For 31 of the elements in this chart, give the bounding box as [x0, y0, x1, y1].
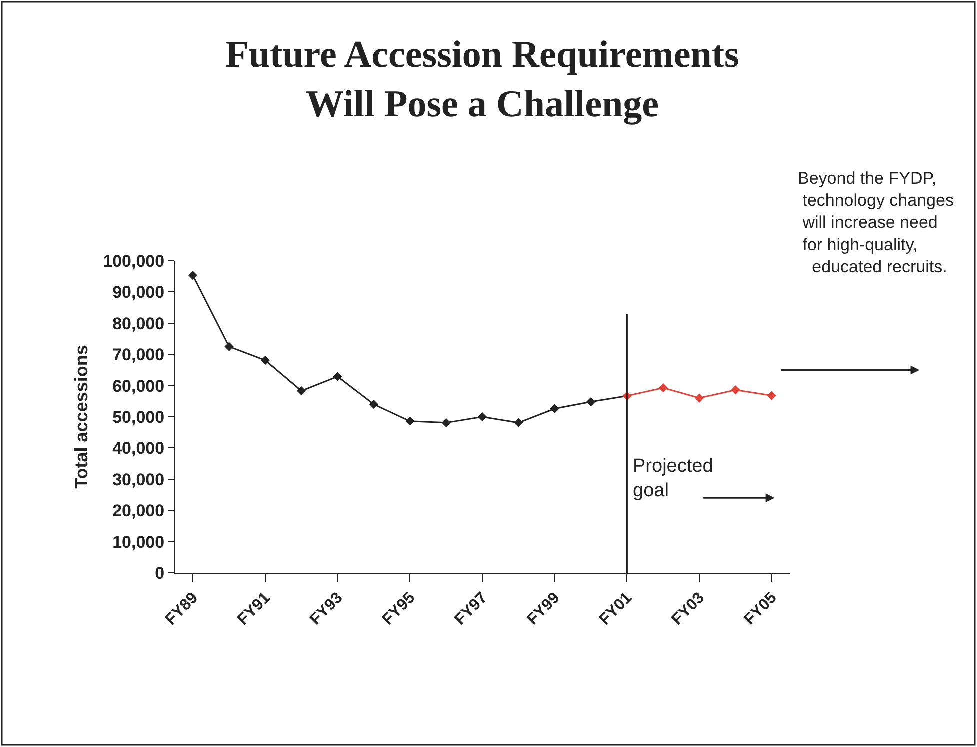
text: Beyond the FYDP, technology changes will increase need for high-quality, educated recruits. — [798, 169, 954, 276]
point — [188, 271, 198, 280]
chart-title: Future Accession Requirements Will Pose a Challenge — [226, 34, 740, 126]
point — [586, 397, 596, 407]
y-tick-label: 50,000 — [112, 408, 165, 427]
point — [731, 386, 740, 395]
y-tick-label: 0 — [155, 564, 165, 583]
point — [333, 372, 342, 382]
point — [695, 394, 704, 403]
y-tick-label: 40,000 — [112, 439, 165, 458]
y-tick-label: 60,000 — [112, 376, 165, 396]
y-axis-title: Total accessions — [71, 345, 92, 489]
point — [442, 418, 451, 428]
point — [260, 356, 270, 366]
y-tick-label: 10,000 — [112, 532, 165, 552]
point — [369, 400, 379, 410]
point — [658, 383, 668, 393]
y-tick-label: 20,000 — [112, 502, 165, 521]
point — [514, 418, 524, 428]
ref-line-label: Projected goal — [633, 456, 714, 502]
y-tick-label: 30,000 — [112, 470, 165, 490]
y-tick-label: 80,000 — [112, 314, 165, 334]
y-tick-label: 70,000 — [112, 346, 165, 365]
y-tick-label: 100,000 — [103, 252, 165, 271]
point — [550, 404, 560, 414]
point — [767, 391, 776, 400]
point — [478, 412, 488, 422]
point — [224, 342, 234, 352]
y-tick-label: 90,000 — [112, 283, 165, 302]
point — [406, 416, 415, 426]
point — [297, 386, 306, 396]
